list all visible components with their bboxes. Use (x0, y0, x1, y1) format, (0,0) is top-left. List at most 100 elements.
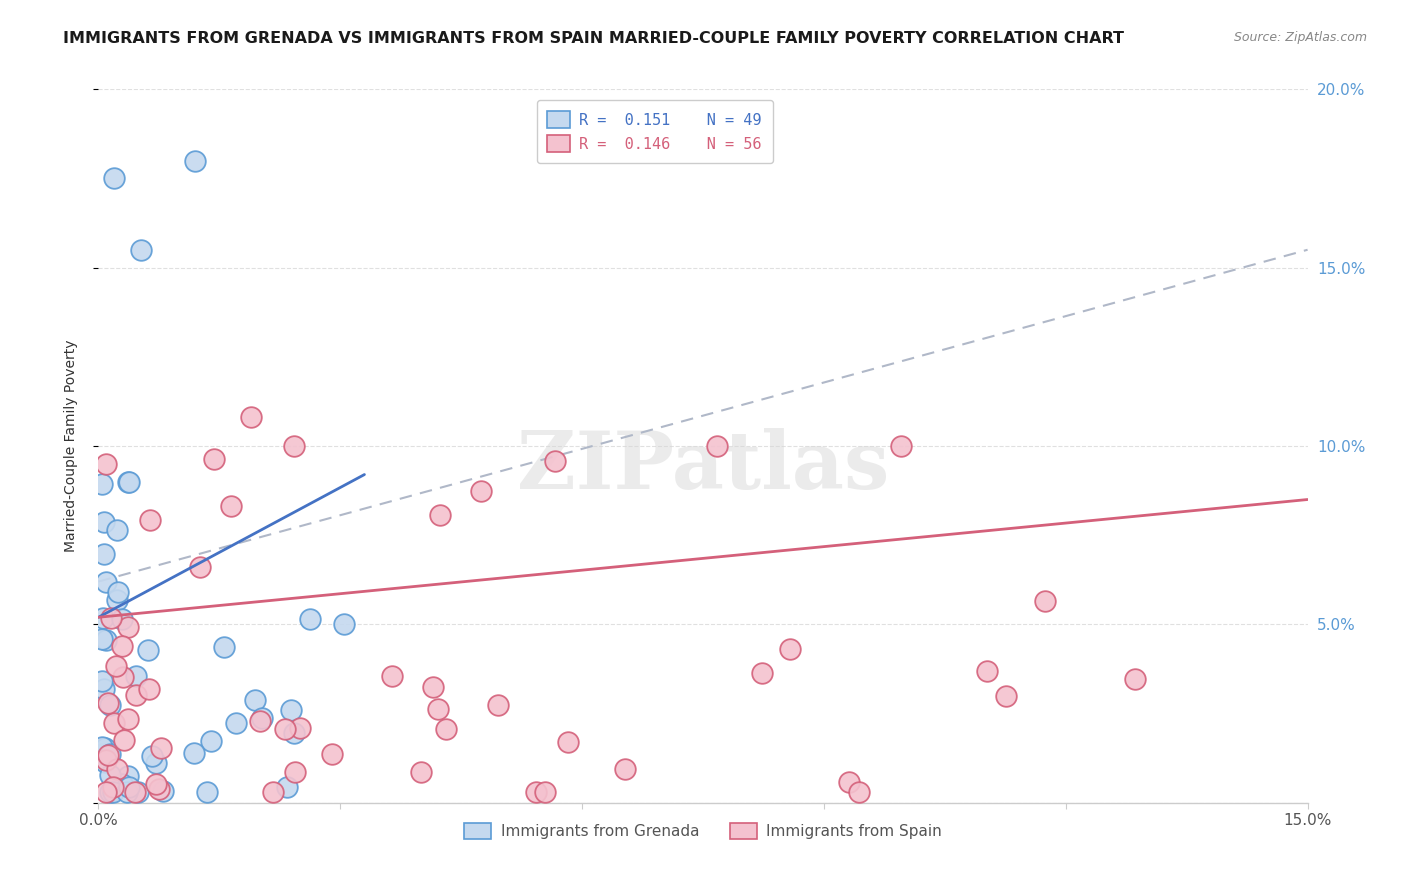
Point (333, 617, 356, 632)
Point (91, 747, 114, 761)
Point (890, 439, 912, 453)
Point (105, 658, 128, 673)
Legend: Immigrants from Grenada, Immigrants from Spain: Immigrants from Grenada, Immigrants from… (458, 817, 948, 845)
Point (96, 457, 118, 471)
Point (1123, 672, 1146, 686)
Text: Source: ZipAtlas.com: Source: ZipAtlas.com (1233, 31, 1367, 45)
Point (100, 611, 122, 625)
Point (434, 722, 457, 736)
Point (112, 670, 135, 684)
Point (544, 453, 567, 467)
Point (751, 666, 773, 681)
Point (97, 748, 120, 763)
Point (243, 693, 266, 707)
Point (94, 575, 117, 590)
Point (139, 513, 162, 527)
Point (706, 439, 728, 453)
Point (91, 611, 114, 625)
Point (111, 611, 134, 625)
Point (429, 508, 451, 522)
Point (98, 785, 121, 799)
Point (184, 153, 207, 168)
Point (124, 785, 146, 799)
Point (91, 740, 114, 755)
Point (470, 483, 492, 498)
Point (145, 777, 167, 791)
Point (250, 711, 273, 725)
Point (117, 712, 139, 726)
Point (613, 762, 636, 776)
Point (152, 784, 174, 798)
Point (127, 785, 149, 799)
Point (183, 746, 205, 760)
Point (105, 593, 128, 607)
Point (200, 734, 222, 748)
Point (103, 171, 125, 186)
Point (422, 680, 444, 694)
Point (533, 785, 555, 799)
Point (381, 669, 404, 683)
Point (321, 747, 343, 761)
Point (94, 632, 117, 647)
Point (848, 785, 870, 799)
Point (111, 777, 134, 791)
Point (136, 642, 159, 657)
Text: ZIPatlas: ZIPatlas (517, 428, 889, 507)
Point (141, 749, 163, 764)
Point (427, 702, 450, 716)
Point (93, 515, 115, 529)
Point (97, 696, 120, 710)
Point (838, 775, 860, 789)
Point (145, 756, 167, 771)
Point (101, 780, 124, 795)
Point (117, 475, 139, 489)
Point (276, 780, 298, 794)
Point (107, 584, 129, 599)
Point (149, 741, 172, 756)
Point (995, 689, 1018, 703)
Point (190, 560, 212, 574)
Point (283, 726, 305, 740)
Point (976, 664, 998, 678)
Point (299, 612, 322, 626)
Point (96, 785, 118, 799)
Point (249, 714, 271, 729)
Point (110, 640, 132, 654)
Point (557, 734, 579, 748)
Point (118, 475, 141, 489)
Point (98, 747, 121, 761)
Point (91, 632, 114, 647)
Point (212, 640, 235, 654)
Point (202, 452, 225, 467)
Point (101, 785, 124, 799)
Point (280, 703, 302, 717)
Point (486, 698, 509, 712)
Point (138, 681, 160, 696)
Y-axis label: Married-Couple Family Poverty: Married-Couple Family Poverty (63, 340, 77, 552)
Point (779, 642, 801, 657)
Point (1033, 593, 1056, 607)
Point (239, 410, 262, 425)
Point (274, 722, 297, 736)
Point (284, 765, 307, 780)
Point (96, 753, 118, 767)
Point (112, 732, 135, 747)
Point (219, 499, 242, 513)
Point (117, 619, 139, 633)
Point (283, 439, 305, 453)
Text: IMMIGRANTS FROM GRENADA VS IMMIGRANTS FROM SPAIN MARRIED-COUPLE FAMILY POVERTY C: IMMIGRANTS FROM GRENADA VS IMMIGRANTS FR… (63, 31, 1125, 46)
Point (117, 768, 139, 782)
Point (98, 768, 121, 782)
Point (93, 681, 115, 696)
Point (195, 785, 218, 799)
Point (524, 785, 547, 799)
Point (148, 781, 170, 796)
Point (411, 765, 433, 780)
Point (117, 785, 139, 799)
Point (103, 716, 125, 731)
Point (124, 669, 146, 683)
Point (225, 716, 247, 731)
Point (105, 523, 128, 537)
Point (91, 673, 114, 688)
Point (129, 243, 152, 257)
